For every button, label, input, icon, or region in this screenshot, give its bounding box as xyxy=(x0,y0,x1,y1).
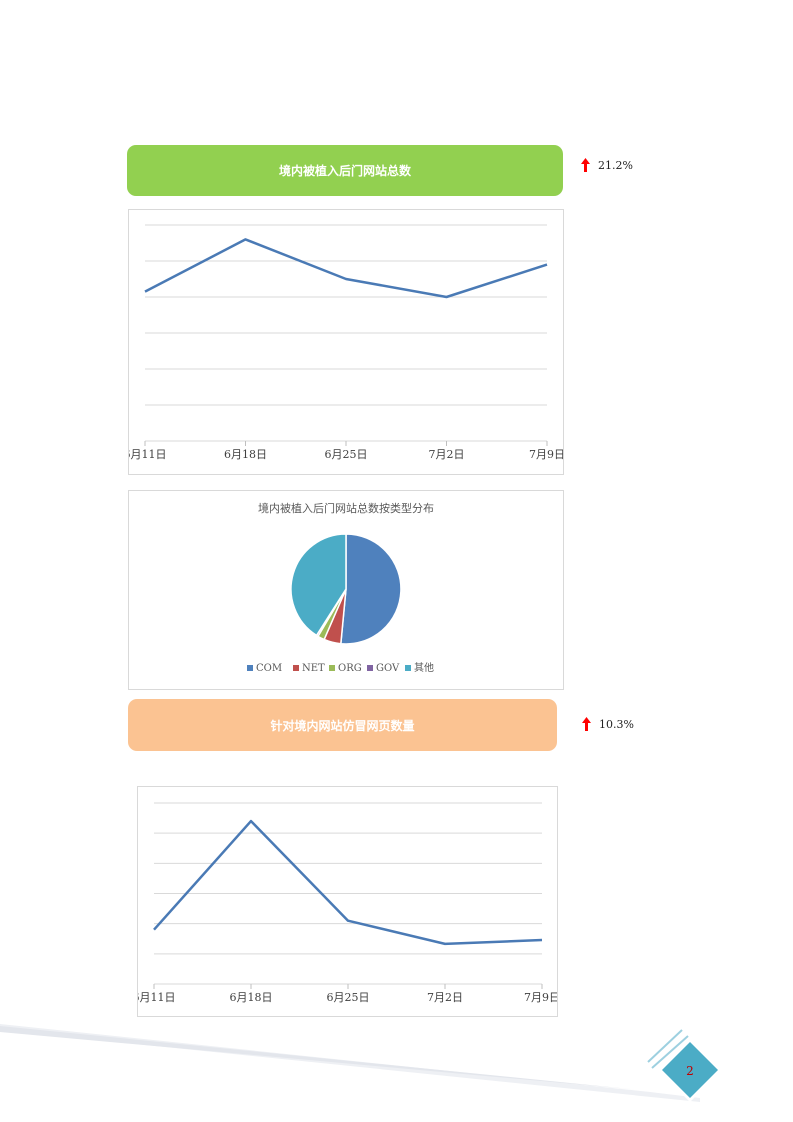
phishing-trend-chart: 6月11日 6月18日 6月25日 7月2日 7月9日 xyxy=(133,786,560,1017)
legend-label: COM xyxy=(256,663,282,674)
pie-chart-title: 境内被植入后门网站总数按类型分布 xyxy=(258,501,434,515)
x-tick-label: 6月11日 xyxy=(129,448,167,461)
footer-swoosh-shade xyxy=(0,1026,640,1090)
change-value: 21.2% xyxy=(598,158,633,172)
page-footer: 2 xyxy=(0,1024,722,1102)
legend-swatch xyxy=(329,665,335,671)
legend-swatch xyxy=(247,665,253,671)
page-number: 2 xyxy=(686,1064,694,1078)
x-tick-label: 7月2日 xyxy=(427,991,463,1004)
legend-swatch xyxy=(293,665,299,671)
line-chart-svg: 6月11日 6月18日 6月25日 7月2日 7月9日 xyxy=(133,802,560,1004)
x-tick-label: 7月2日 xyxy=(429,448,465,461)
section-title: 境内被植入后门网站总数 xyxy=(278,164,411,178)
change-indicator: 21.2% xyxy=(581,158,633,172)
x-tick-label: 6月18日 xyxy=(230,991,273,1004)
footer-stripe xyxy=(651,1035,689,1069)
change-indicator: 10.3% xyxy=(582,717,634,731)
legend-label: GOV xyxy=(376,663,400,674)
backdoor-type-pie-chart: 境内被植入后门网站总数按类型分布 COM NET ORG GOV 其他 xyxy=(128,490,564,690)
section-banner-phishing: 针对境内网站仿冒网页数量 xyxy=(128,699,557,751)
legend-swatch xyxy=(405,665,411,671)
pie-chart-svg: 境内被植入后门网站总数按类型分布 COM NET ORG GOV 其他 xyxy=(247,501,434,674)
arrow-up-icon xyxy=(582,717,591,731)
backdoor-trend-chart: 6月11日 6月18日 6月25日 7月2日 7月9日 xyxy=(124,209,565,475)
footer-stripe xyxy=(647,1029,683,1063)
series-line xyxy=(144,238,548,299)
x-tick-label: 6月25日 xyxy=(327,991,370,1004)
pie-slice-其他 xyxy=(290,533,347,637)
series-line xyxy=(153,819,543,946)
pie-legend: COM NET ORG GOV 其他 xyxy=(247,661,434,674)
legend-label: NET xyxy=(302,663,325,674)
arrow-up-icon xyxy=(581,158,590,172)
legend-label: ORG xyxy=(338,663,362,674)
pie-slices xyxy=(290,533,402,645)
change-value: 10.3% xyxy=(599,717,634,731)
line-chart-svg: 6月11日 6月18日 6月25日 7月2日 7月9日 xyxy=(124,224,565,461)
x-tick-label: 6月11日 xyxy=(138,991,176,1004)
x-tick-label: 7月9日 xyxy=(529,448,563,461)
section-title: 针对境内网站仿冒网页数量 xyxy=(270,718,415,733)
x-tick-label: 6月18日 xyxy=(224,448,267,461)
x-tick-label: 6月25日 xyxy=(325,448,368,461)
x-tick-label: 7月9日 xyxy=(524,991,557,1004)
section-banner-backdoor: 境内被植入后门网站总数 xyxy=(127,145,563,196)
page-badge xyxy=(662,1042,718,1098)
legend-label: 其他 xyxy=(414,661,434,674)
pie-slice-com xyxy=(340,533,402,645)
legend-swatch xyxy=(367,665,373,671)
